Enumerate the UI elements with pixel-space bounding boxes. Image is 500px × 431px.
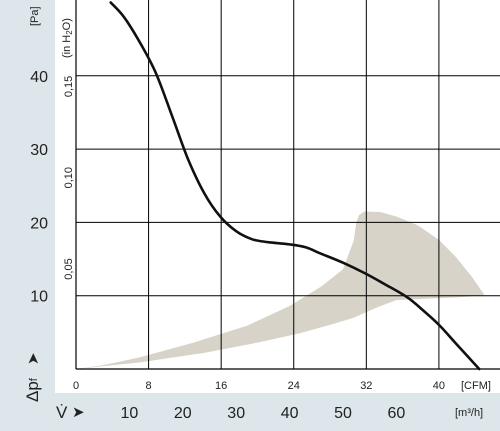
pa-tick-label: 20 — [30, 215, 48, 232]
cfm-tick-label: 8 — [146, 380, 152, 392]
operating-range-area — [76, 211, 485, 369]
m3h-unit-label: [m³/h] — [455, 407, 483, 419]
cfm-tick-label: 16 — [215, 380, 227, 392]
x-axis-symbol: V̇ — [56, 403, 68, 422]
m3h-tick-label: 20 — [174, 405, 192, 422]
y-axis-symbol: Δpf — [23, 377, 42, 402]
x-axis-arrow-icon: ➤ — [72, 404, 85, 421]
left-axis-band — [0, 0, 55, 410]
cfm-tick-labels: 0 8 16 24 32 40 — [73, 380, 445, 392]
inh2o-tick-label: 0,15 — [63, 76, 75, 97]
m3h-tick-labels: 10 20 30 40 50 60 — [121, 405, 406, 422]
m3h-tick-label: 50 — [334, 405, 352, 422]
cfm-unit-label: [CFM] — [461, 380, 491, 392]
inh2o-tick-label: 0,05 — [63, 258, 75, 279]
pa-unit-label: [Pa] — [29, 6, 41, 26]
performance-curve — [109, 1, 481, 371]
pa-tick-label: 30 — [30, 142, 48, 159]
cfm-tick-label: 0 — [73, 380, 79, 392]
pa-tick-labels: 10 20 30 40 — [30, 69, 48, 306]
inh2o-tick-labels: 0,05 0,10 0,15 — [63, 76, 75, 280]
m3h-tick-label: 60 — [388, 405, 406, 422]
y-axis-arrow-icon: ➤ — [25, 352, 42, 365]
inh2o-tick-label: 0,10 — [63, 167, 75, 188]
plot-frame — [75, 0, 500, 370]
cfm-tick-label: 40 — [433, 380, 445, 392]
bottom-axis-band — [0, 393, 500, 431]
m3h-tick-label: 10 — [121, 405, 139, 422]
inh2o-unit-label: (in H2O) — [61, 18, 74, 58]
m3h-tick-label: 40 — [281, 405, 299, 422]
cfm-tick-label: 24 — [288, 380, 300, 392]
cfm-tick-label: 32 — [360, 380, 372, 392]
pa-tick-label: 10 — [30, 289, 48, 306]
pa-tick-label: 40 — [30, 69, 48, 86]
grid — [76, 0, 500, 369]
m3h-tick-label: 30 — [227, 405, 245, 422]
